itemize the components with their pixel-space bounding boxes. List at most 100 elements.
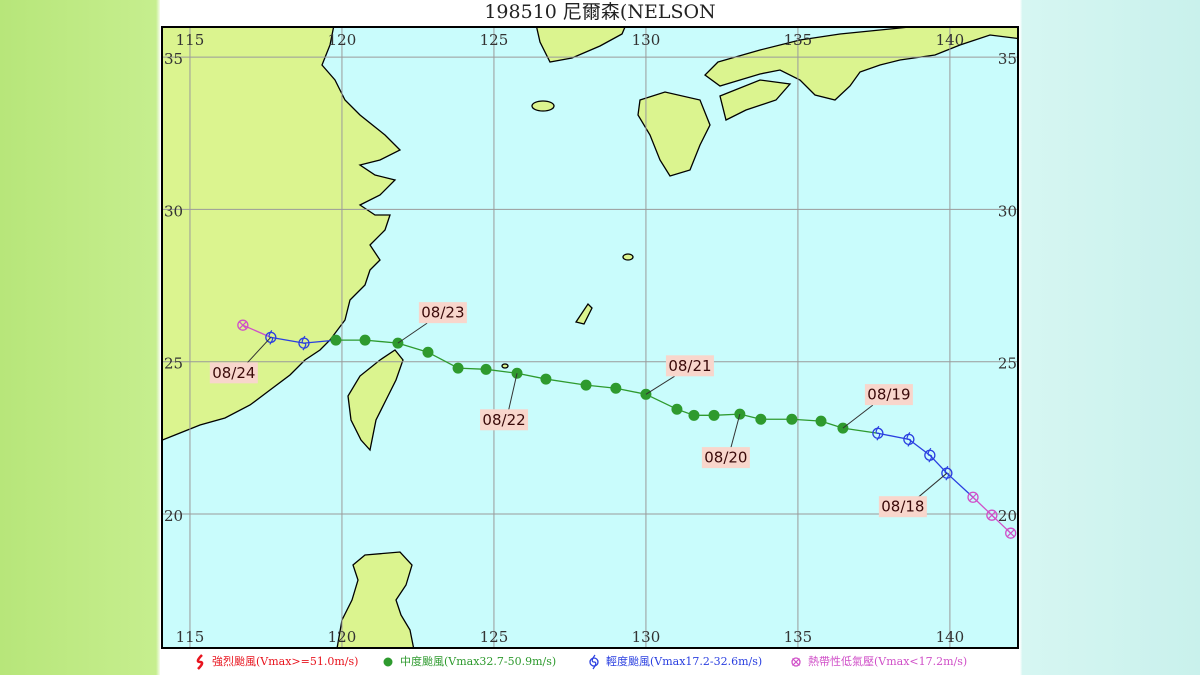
- china: [162, 27, 402, 441]
- shikoku: [719, 79, 792, 121]
- date-label: 08/19: [867, 386, 910, 404]
- track-point: [688, 409, 700, 421]
- track: [237, 319, 1017, 539]
- legend: 強烈颱風(Vmax>=51.0m/s) 中度颱風(Vmax32.7-50.9m/s…: [196, 654, 967, 670]
- leader-line: [917, 472, 948, 498]
- lat-tick-label: 30: [164, 202, 183, 220]
- track-segment: [842, 427, 878, 434]
- cross: [238, 321, 247, 330]
- map-frame: [161, 26, 1019, 649]
- date-label: 08/23: [421, 304, 464, 322]
- track-segment: [946, 472, 974, 498]
- date-box: [665, 355, 714, 377]
- leader-line: [730, 413, 741, 449]
- track-point: [359, 334, 371, 346]
- okinawa: [574, 302, 593, 325]
- legend-label: 熱帶性低氣壓(Vmax<17.2m/s): [808, 654, 967, 668]
- track-point: [986, 509, 998, 521]
- lon-tick-label: 130: [632, 628, 661, 646]
- swirl: [906, 432, 912, 447]
- date-label: 08/18: [881, 498, 924, 516]
- lon-tick-label: 125: [480, 31, 509, 49]
- legend-label: 中度颱風(Vmax32.7-50.9m/s): [400, 654, 556, 668]
- legend-label: 強烈颱風(Vmax>=51.0m/s): [212, 655, 358, 668]
- lon-tick-label: 130: [632, 31, 661, 49]
- date-label: 08/20: [704, 449, 747, 467]
- track-point: [610, 382, 622, 394]
- legend-label: 輕度颱風(Vmax17.2-32.6m/s): [606, 654, 762, 668]
- date-box: [878, 496, 927, 518]
- track-point: [786, 413, 798, 425]
- lon-tick-label: 115: [176, 31, 205, 49]
- track-point: [480, 363, 492, 375]
- track-point: [589, 657, 599, 667]
- lon-tick-label: 120: [328, 31, 357, 49]
- swirl: [301, 335, 307, 351]
- date-box: [480, 409, 529, 431]
- track-point: [671, 403, 683, 415]
- luzon: [336, 551, 415, 648]
- cross: [1006, 529, 1015, 538]
- lon-tick-label: 120: [328, 628, 357, 646]
- track-point: [815, 415, 827, 427]
- island: [501, 363, 509, 369]
- date-label: 08/22: [482, 411, 525, 429]
- track-point: [422, 346, 434, 358]
- cross: [969, 493, 977, 502]
- track-point: [452, 362, 464, 374]
- date-box: [864, 384, 913, 406]
- cross: [792, 658, 800, 666]
- date-box: [418, 302, 467, 324]
- lat-tick-label: 25: [164, 355, 183, 373]
- lon-tick-label: 140: [936, 628, 965, 646]
- lat-tick-label: 35: [998, 50, 1017, 68]
- date-labels: 08/18 08/19 08/20 08/21 08/22 08/23 08/24: [209, 302, 948, 518]
- map-title: 198510 尼爾森(NELSON: [484, 1, 715, 23]
- korea: [535, 27, 626, 63]
- island: [622, 253, 634, 261]
- leader-line: [645, 375, 675, 395]
- lat-tick-label: 25: [998, 355, 1017, 373]
- track-point: [708, 409, 720, 421]
- leader-line: [246, 337, 272, 364]
- track-point: [1005, 527, 1017, 539]
- leader-line: [842, 404, 874, 429]
- swirl: [875, 425, 881, 441]
- date-label: 08/24: [212, 364, 255, 382]
- lon-tick-label: 135: [784, 31, 813, 49]
- lon-tick-label: 140: [936, 31, 965, 49]
- track-segment: [645, 393, 678, 410]
- track-point: [791, 657, 801, 667]
- lat-tick-label: 35: [164, 50, 183, 68]
- track-segment: [545, 378, 587, 386]
- lon-tick-label: 115: [176, 628, 205, 646]
- leader-line: [397, 322, 428, 344]
- track-point: [580, 379, 592, 391]
- track-point: [330, 334, 342, 346]
- graticule: [162, 27, 1018, 648]
- track-point: [540, 373, 552, 385]
- date-box: [209, 362, 258, 384]
- swirl: [591, 654, 597, 670]
- track-segment: [427, 351, 459, 369]
- lat-tick-label: 20: [164, 507, 183, 525]
- lat-tick-label: 20: [998, 507, 1017, 525]
- lon-tick-label: 135: [784, 628, 813, 646]
- track-point: [383, 657, 393, 667]
- track-segment: [929, 454, 948, 474]
- track-point: [755, 413, 767, 425]
- honshu: [704, 27, 1018, 101]
- date-label: 08/21: [668, 357, 711, 375]
- cross: [987, 511, 996, 520]
- legend-swirl: [196, 654, 204, 670]
- track-point: [237, 319, 249, 331]
- swirl: [927, 447, 933, 463]
- taiwan: [347, 349, 404, 452]
- track-point: [967, 491, 979, 503]
- lat-tick-label: 30: [998, 202, 1017, 220]
- land: [162, 27, 1018, 648]
- lon-tick-label: 125: [480, 628, 509, 646]
